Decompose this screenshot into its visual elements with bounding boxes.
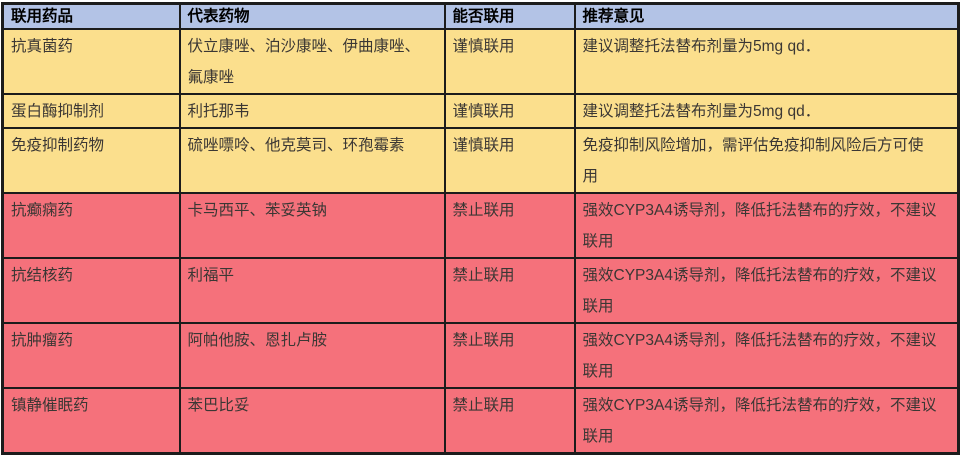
cell-drug-class: 抗结核药 xyxy=(1,257,181,324)
cell-drug-class: 蛋白酶抑制剂 xyxy=(1,93,181,129)
cell-representatives: 伏立康唑、泊沙康唑、伊曲康唑、 氟康唑 xyxy=(178,28,446,95)
cell-recommendation: 强效CYP3A4诱导剂，降低托法替布的疗效，不建议 联用 xyxy=(573,387,960,455)
cell-recommendation: 免疫抑制风险增加，需评估免疫抑制风险后方可使 用 xyxy=(573,127,960,194)
cell-compatibility: 禁止联用 xyxy=(443,257,576,324)
table-row: 蛋白酶抑制剂 利托那韦 谨慎联用 建议调整托法替布剂量为5mg qd． xyxy=(1,93,960,129)
cell-recommendation: 强效CYP3A4诱导剂，降低托法替布的疗效，不建议 联用 xyxy=(573,322,960,389)
cell-drug-class: 抗肿瘤药 xyxy=(1,322,181,389)
table-row: 镇静催眠药 苯巴比妥 禁止联用 强效CYP3A4诱导剂，降低托法替布的疗效，不建议 联… xyxy=(1,387,960,455)
table-row: 抗癫痫药 卡马西平、苯妥英钠 禁止联用 强效CYP3A4诱导剂，降低托法替布的疗效，不… xyxy=(1,192,960,259)
table-row: 抗肿瘤药 阿帕他胺、恩扎卢胺 禁止联用 强效CYP3A4诱导剂，降低托法替布的疗效，不… xyxy=(1,322,960,389)
column-header-compatibility: 能否联用 xyxy=(443,2,576,30)
cell-representatives: 卡马西平、苯妥英钠 xyxy=(178,192,446,259)
table-row: 免疫抑制药物 硫唑嘌呤、他克莫司、环孢霉素 谨慎联用 免疫抑制风险增加，需评估免疫抑制… xyxy=(1,127,960,194)
cell-representatives: 利托那韦 xyxy=(178,93,446,129)
cell-recommendation: 强效CYP3A4诱导剂，降低托法替布的疗效，不建议 联用 xyxy=(573,257,960,324)
column-header-representatives: 代表药物 xyxy=(178,2,446,30)
cell-representatives: 苯巴比妥 xyxy=(178,387,446,455)
cell-recommendation: 强效CYP3A4诱导剂，降低托法替布的疗效，不建议 联用 xyxy=(573,192,960,259)
cell-compatibility: 禁止联用 xyxy=(443,192,576,259)
cell-compatibility: 禁止联用 xyxy=(443,387,576,455)
cell-drug-class: 镇静催眠药 xyxy=(1,387,181,455)
cell-recommendation: 建议调整托法替布剂量为5mg qd． xyxy=(573,28,960,95)
table-row: 抗结核药 利福平 禁止联用 强效CYP3A4诱导剂，降低托法替布的疗效，不建议 联用 xyxy=(1,257,960,324)
cell-recommendation: 建议调整托法替布剂量为5mg qd． xyxy=(573,93,960,129)
table-row: 抗真菌药 伏立康唑、泊沙康唑、伊曲康唑、 氟康唑 谨慎联用 建议调整托法替布剂量为5m… xyxy=(1,28,960,95)
cell-representatives: 利福平 xyxy=(178,257,446,324)
cell-representatives: 硫唑嘌呤、他克莫司、环孢霉素 xyxy=(178,127,446,194)
cell-drug-class: 抗真菌药 xyxy=(1,28,181,95)
cell-compatibility: 谨慎联用 xyxy=(443,93,576,129)
cell-compatibility: 禁止联用 xyxy=(443,322,576,389)
header-row: 联用药品 代表药物 能否联用 推荐意见 xyxy=(1,2,960,30)
cell-drug-class: 抗癫痫药 xyxy=(1,192,181,259)
cell-representatives: 阿帕他胺、恩扎卢胺 xyxy=(178,322,446,389)
cell-compatibility: 谨慎联用 xyxy=(443,28,576,95)
column-header-drug-class: 联用药品 xyxy=(1,2,181,30)
column-header-recommendation: 推荐意见 xyxy=(573,2,960,30)
cell-drug-class: 免疫抑制药物 xyxy=(1,127,181,194)
cell-compatibility: 谨慎联用 xyxy=(443,127,576,194)
